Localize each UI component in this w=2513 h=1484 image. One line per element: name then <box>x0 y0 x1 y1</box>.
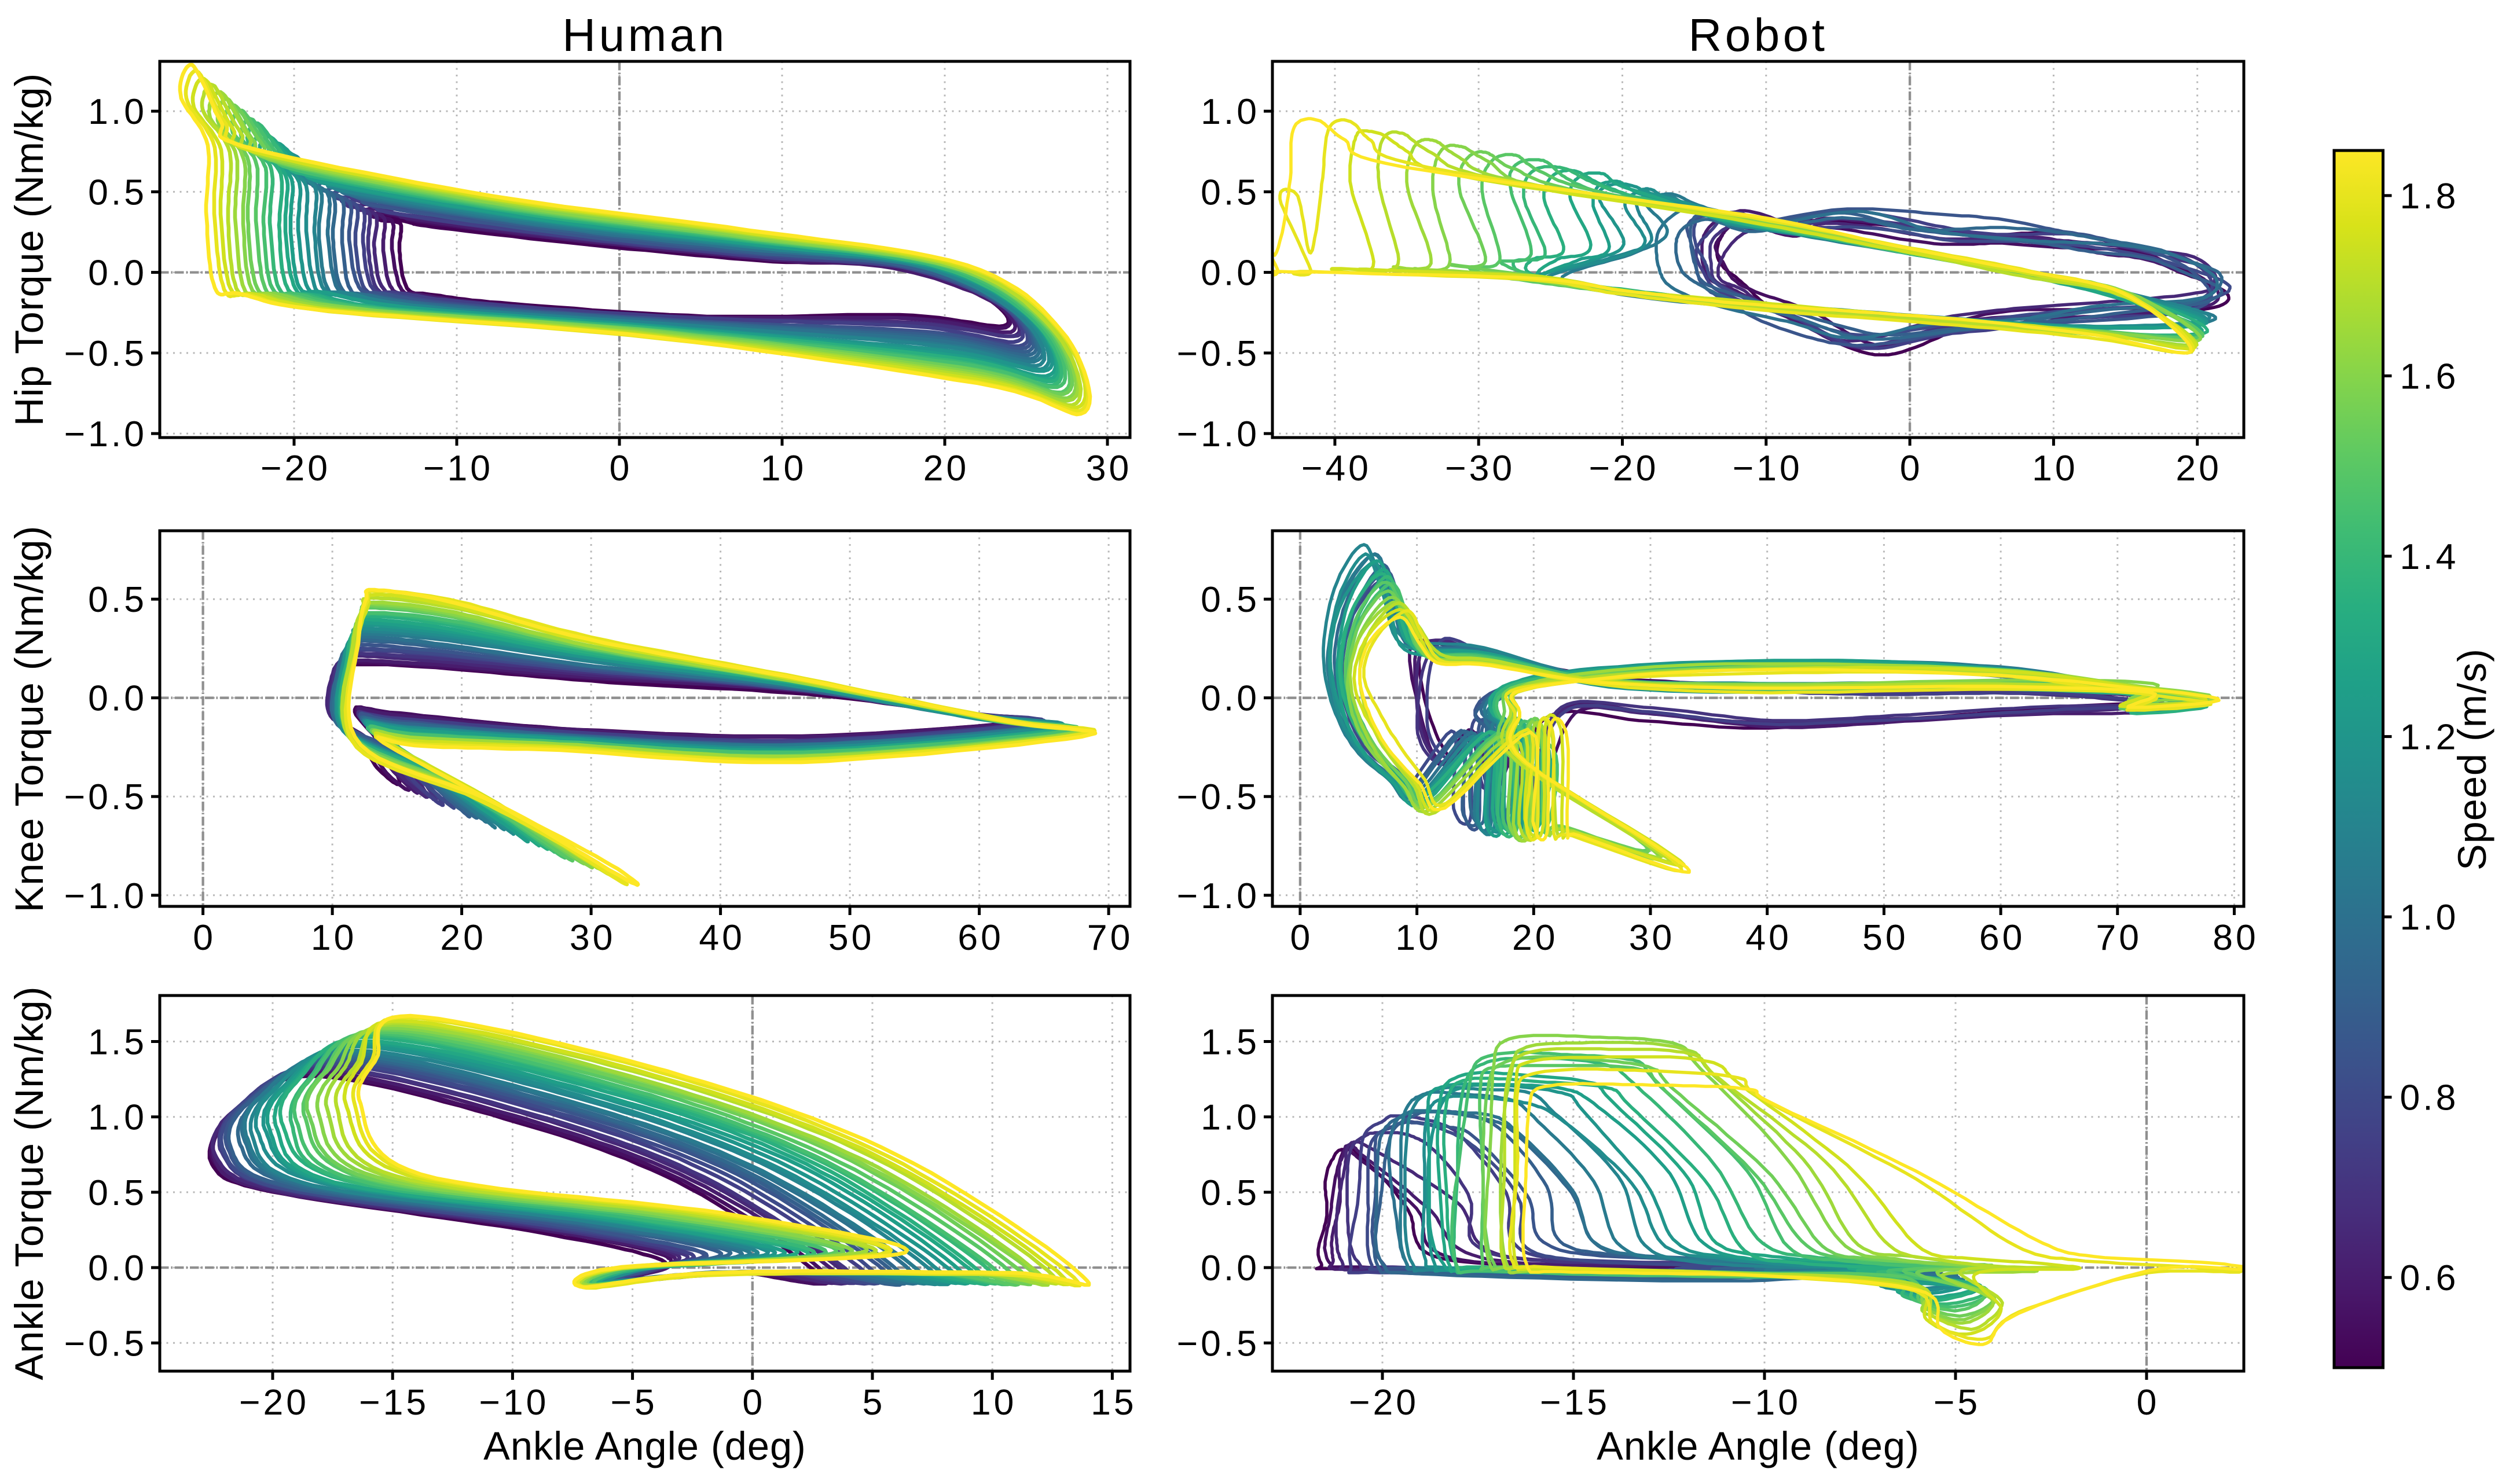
svg-text:0: 0 <box>1900 448 1923 488</box>
svg-text:−0.5: −0.5 <box>64 333 147 374</box>
svg-text:0: 0 <box>1290 917 1314 958</box>
svg-text:10: 10 <box>2032 448 2078 488</box>
svg-text:1.0: 1.0 <box>1201 91 1260 132</box>
svg-text:1.8: 1.8 <box>2400 176 2459 216</box>
svg-text:0.5: 0.5 <box>1201 172 1260 212</box>
svg-text:−5: −5 <box>610 1382 657 1423</box>
svg-text:−20: −20 <box>1349 1382 1419 1423</box>
svg-text:1.6: 1.6 <box>2400 356 2459 396</box>
svg-text:0.0: 0.0 <box>1201 1248 1260 1288</box>
svg-text:10: 10 <box>971 1382 1017 1423</box>
svg-text:−0.5: −0.5 <box>64 1323 147 1364</box>
svg-text:80: 80 <box>2213 917 2259 958</box>
svg-text:−20: −20 <box>261 448 331 488</box>
svg-text:0.5: 0.5 <box>88 579 147 620</box>
svg-text:0.0: 0.0 <box>88 253 147 293</box>
svg-text:Human: Human <box>562 9 727 61</box>
svg-text:10: 10 <box>311 917 357 958</box>
svg-text:5: 5 <box>863 1382 886 1423</box>
svg-text:−1.0: −1.0 <box>1177 876 1260 916</box>
svg-text:30: 30 <box>1629 917 1675 958</box>
svg-text:Hip Torque (Nm/kg): Hip Torque (Nm/kg) <box>7 73 52 427</box>
svg-text:0.5: 0.5 <box>1201 579 1260 620</box>
svg-text:−0.5: −0.5 <box>1177 1323 1260 1364</box>
svg-text:Ankle Angle (deg): Ankle Angle (deg) <box>483 1424 806 1468</box>
svg-text:30: 30 <box>1086 448 1132 488</box>
svg-text:70: 70 <box>1087 917 1133 958</box>
svg-text:1.5: 1.5 <box>88 1022 147 1063</box>
svg-text:0.5: 0.5 <box>88 172 147 212</box>
svg-text:0.0: 0.0 <box>88 1248 147 1288</box>
svg-text:20: 20 <box>923 448 970 488</box>
svg-text:−0.5: −0.5 <box>64 777 147 817</box>
svg-text:0: 0 <box>742 1382 765 1423</box>
svg-text:30: 30 <box>570 917 616 958</box>
svg-text:0.5: 0.5 <box>88 1173 147 1213</box>
svg-text:−10: −10 <box>479 1382 549 1423</box>
svg-text:Robot: Robot <box>1689 9 1828 61</box>
svg-text:Ankle Torque (Nm/kg): Ankle Torque (Nm/kg) <box>7 986 52 1380</box>
svg-text:0.5: 0.5 <box>1201 1173 1260 1213</box>
svg-text:1.0: 1.0 <box>2400 897 2459 938</box>
svg-text:20: 20 <box>440 917 486 958</box>
svg-text:15: 15 <box>1091 1382 1137 1423</box>
svg-text:−1.0: −1.0 <box>64 876 147 916</box>
svg-text:−1.0: −1.0 <box>1177 414 1260 454</box>
svg-text:0: 0 <box>193 917 216 958</box>
svg-text:1.2: 1.2 <box>2400 717 2459 758</box>
svg-text:−30: −30 <box>1445 448 1515 488</box>
svg-text:−0.5: −0.5 <box>1177 777 1260 817</box>
svg-text:Knee Torque (Nm/kg): Knee Torque (Nm/kg) <box>7 526 52 913</box>
svg-text:1.4: 1.4 <box>2400 537 2459 577</box>
svg-text:50: 50 <box>1862 917 1909 958</box>
svg-text:10: 10 <box>1395 917 1441 958</box>
svg-text:−1.0: −1.0 <box>64 414 147 454</box>
svg-text:0: 0 <box>610 448 633 488</box>
svg-text:10: 10 <box>761 448 807 488</box>
svg-text:−40: −40 <box>1301 448 1371 488</box>
svg-text:40: 40 <box>699 917 745 958</box>
svg-text:−20: −20 <box>1588 448 1659 488</box>
svg-text:50: 50 <box>828 917 875 958</box>
svg-text:−15: −15 <box>1540 1382 1610 1423</box>
svg-text:1.5: 1.5 <box>1201 1022 1260 1063</box>
svg-text:20: 20 <box>2176 448 2222 488</box>
svg-text:70: 70 <box>2096 917 2143 958</box>
svg-text:−10: −10 <box>1731 1382 1801 1423</box>
svg-text:60: 60 <box>957 917 1004 958</box>
svg-text:−10: −10 <box>1733 448 1803 488</box>
svg-text:−20: −20 <box>239 1382 309 1423</box>
svg-text:0.0: 0.0 <box>1201 678 1260 719</box>
svg-text:Speed (m/s): Speed (m/s) <box>2450 648 2494 870</box>
svg-text:1.0: 1.0 <box>88 1097 147 1138</box>
svg-text:0.0: 0.0 <box>1201 253 1260 293</box>
svg-text:20: 20 <box>1512 917 1558 958</box>
svg-text:0: 0 <box>2137 1382 2160 1423</box>
svg-text:−0.5: −0.5 <box>1177 333 1260 374</box>
svg-text:−15: −15 <box>359 1382 429 1423</box>
svg-text:60: 60 <box>1979 917 2026 958</box>
svg-text:0.0: 0.0 <box>88 678 147 719</box>
svg-text:Ankle Angle (deg): Ankle Angle (deg) <box>1597 1424 1920 1468</box>
svg-text:0.6: 0.6 <box>2400 1258 2459 1298</box>
svg-text:1.0: 1.0 <box>88 91 147 132</box>
svg-text:40: 40 <box>1745 917 1792 958</box>
svg-text:0.8: 0.8 <box>2400 1078 2459 1118</box>
svg-text:−5: −5 <box>1934 1382 1980 1423</box>
svg-text:−10: −10 <box>423 448 493 488</box>
svg-text:1.0: 1.0 <box>1201 1097 1260 1138</box>
